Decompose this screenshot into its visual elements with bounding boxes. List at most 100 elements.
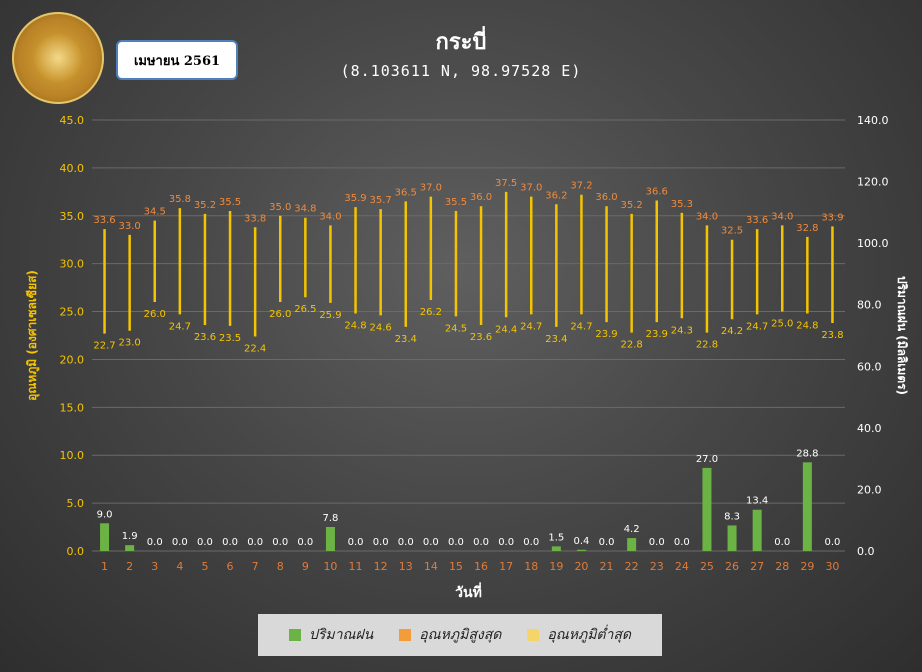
- x-tick-label: 12: [374, 560, 388, 573]
- rain-data-label: 4.2: [624, 524, 640, 535]
- tmin-data-label: 24.8: [344, 320, 366, 331]
- tmax-data-label: 35.5: [445, 197, 467, 208]
- rain-data-label: 1.9: [122, 531, 138, 542]
- tmin-data-label: 22.8: [696, 340, 718, 351]
- tmin-data-label: 24.7: [169, 321, 191, 332]
- rain-data-label: 0.0: [272, 537, 288, 548]
- y-right-tick-label: 40.0: [857, 422, 882, 435]
- x-tick-label: 22: [625, 560, 639, 573]
- chart-subtitle: (8.103611 N, 98.97528 E): [340, 62, 582, 80]
- legend-label-rain: ปริมาณฝน: [308, 627, 374, 643]
- rain-bar: [100, 523, 110, 551]
- legend-item-rain: ปริมาณฝน: [288, 624, 374, 646]
- tmin-data-label: 26.5: [294, 304, 316, 315]
- rain-data-label: 0.0: [774, 537, 790, 548]
- x-tick-label: 2: [126, 560, 133, 573]
- x-tick-label: 1: [101, 560, 108, 573]
- y-left-tick-label: 5.0: [67, 497, 85, 510]
- rain-data-label: 0.0: [649, 537, 665, 548]
- tmax-data-label: 33.8: [244, 213, 266, 224]
- tmin-data-label: 26.0: [144, 309, 166, 320]
- rain-data-label: 0.0: [448, 537, 464, 548]
- tmax-data-label: 32.8: [796, 223, 818, 234]
- y-left-tick-label: 10.0: [60, 449, 85, 462]
- rain-data-label: 0.0: [297, 537, 313, 548]
- tmin-data-label: 23.9: [595, 329, 617, 340]
- y-right-tick-label: 0.0: [857, 545, 875, 558]
- tmin-data-label: 24.6: [370, 322, 392, 333]
- y-left-tick-label: 15.0: [60, 401, 85, 414]
- tmax-data-label: 35.5: [219, 197, 241, 208]
- legend-swatch-tmax: [399, 629, 412, 641]
- tmin-data-label: 24.4: [495, 324, 517, 335]
- tmax-data-label: 37.0: [420, 183, 442, 194]
- rain-bar: [702, 467, 712, 551]
- x-tick-label: 4: [176, 560, 183, 573]
- rain-data-label: 0.0: [398, 537, 414, 548]
- rain-data-label: 7.8: [322, 513, 338, 524]
- tmin-data-label: 24.8: [796, 320, 818, 331]
- rain-bar: [627, 538, 637, 551]
- tmin-data-label: 24.2: [721, 326, 743, 337]
- tmax-data-label: 36.5: [395, 187, 417, 198]
- tmax-data-label: 33.6: [746, 215, 768, 226]
- x-tick-label: 15: [449, 560, 463, 573]
- rain-data-label: 0.0: [147, 537, 163, 548]
- tmax-data-label: 35.8: [169, 194, 191, 205]
- y-left-tick-label: 20.0: [60, 353, 85, 366]
- tmax-data-label: 34.0: [319, 211, 341, 222]
- tmax-data-label: 34.5: [144, 207, 166, 218]
- x-tick-label: 20: [574, 560, 588, 573]
- tmin-data-label: 23.5: [219, 333, 241, 344]
- x-tick-label: 24: [675, 560, 689, 573]
- rain-data-label: 0.0: [473, 537, 489, 548]
- x-tick-label: 10: [323, 560, 337, 573]
- tmax-data-label: 34.8: [294, 204, 316, 215]
- x-tick-label: 9: [302, 560, 309, 573]
- tmax-data-label: 34.0: [771, 211, 793, 222]
- legend-swatch-tmin: [527, 629, 540, 641]
- rain-data-label: 0.0: [523, 537, 539, 548]
- tmin-data-label: 23.9: [646, 329, 668, 340]
- rain-data-label: 13.4: [746, 496, 768, 507]
- tmin-data-label: 24.7: [570, 321, 592, 332]
- x-tick-label: 18: [524, 560, 538, 573]
- rain-data-label: 0.0: [599, 537, 615, 548]
- tmax-data-label: 35.2: [621, 200, 643, 211]
- rain-data-label: 0.0: [247, 537, 263, 548]
- tmax-data-label: 37.2: [570, 181, 592, 192]
- tmin-data-label: 22.8: [621, 340, 643, 351]
- x-tick-label: 7: [252, 560, 259, 573]
- rain-bar: [551, 546, 561, 551]
- rain-data-label: 8.3: [724, 511, 740, 522]
- tmax-data-label: 33.9: [821, 212, 843, 223]
- x-tick-label: 8: [277, 560, 284, 573]
- tmin-data-label: 24.3: [671, 325, 693, 336]
- legend-item-tmin: อุณหภูมิต่ำสุด: [527, 624, 631, 646]
- x-tick-label: 23: [650, 560, 664, 573]
- x-tick-label: 25: [700, 560, 714, 573]
- y-right-tick-label: 100.0: [857, 237, 889, 250]
- y-left-tick-label: 30.0: [60, 258, 85, 271]
- y-right-tick-label: 140.0: [857, 114, 889, 127]
- rain-data-label: 1.5: [548, 532, 564, 543]
- tmin-data-label: 25.0: [771, 319, 793, 330]
- tmax-data-label: 36.0: [470, 192, 492, 203]
- x-tick-label: 5: [201, 560, 208, 573]
- x-tick-label: 21: [600, 560, 614, 573]
- rain-data-label: 9.0: [97, 509, 113, 520]
- tmin-data-label: 23.8: [821, 330, 843, 341]
- y-left-tick-label: 0.0: [67, 545, 85, 558]
- tmax-data-label: 35.7: [370, 195, 392, 206]
- tmin-data-label: 24.7: [746, 321, 768, 332]
- y-left-tick-label: 40.0: [60, 162, 85, 175]
- rain-data-label: 0.0: [197, 537, 213, 548]
- rain-bar: [325, 526, 335, 551]
- x-tick-label: 30: [825, 560, 839, 573]
- x-tick-label: 28: [775, 560, 789, 573]
- rain-data-label: 0.0: [824, 537, 840, 548]
- rain-data-label: 27.0: [696, 454, 718, 465]
- y-left-tick-label: 25.0: [60, 306, 85, 319]
